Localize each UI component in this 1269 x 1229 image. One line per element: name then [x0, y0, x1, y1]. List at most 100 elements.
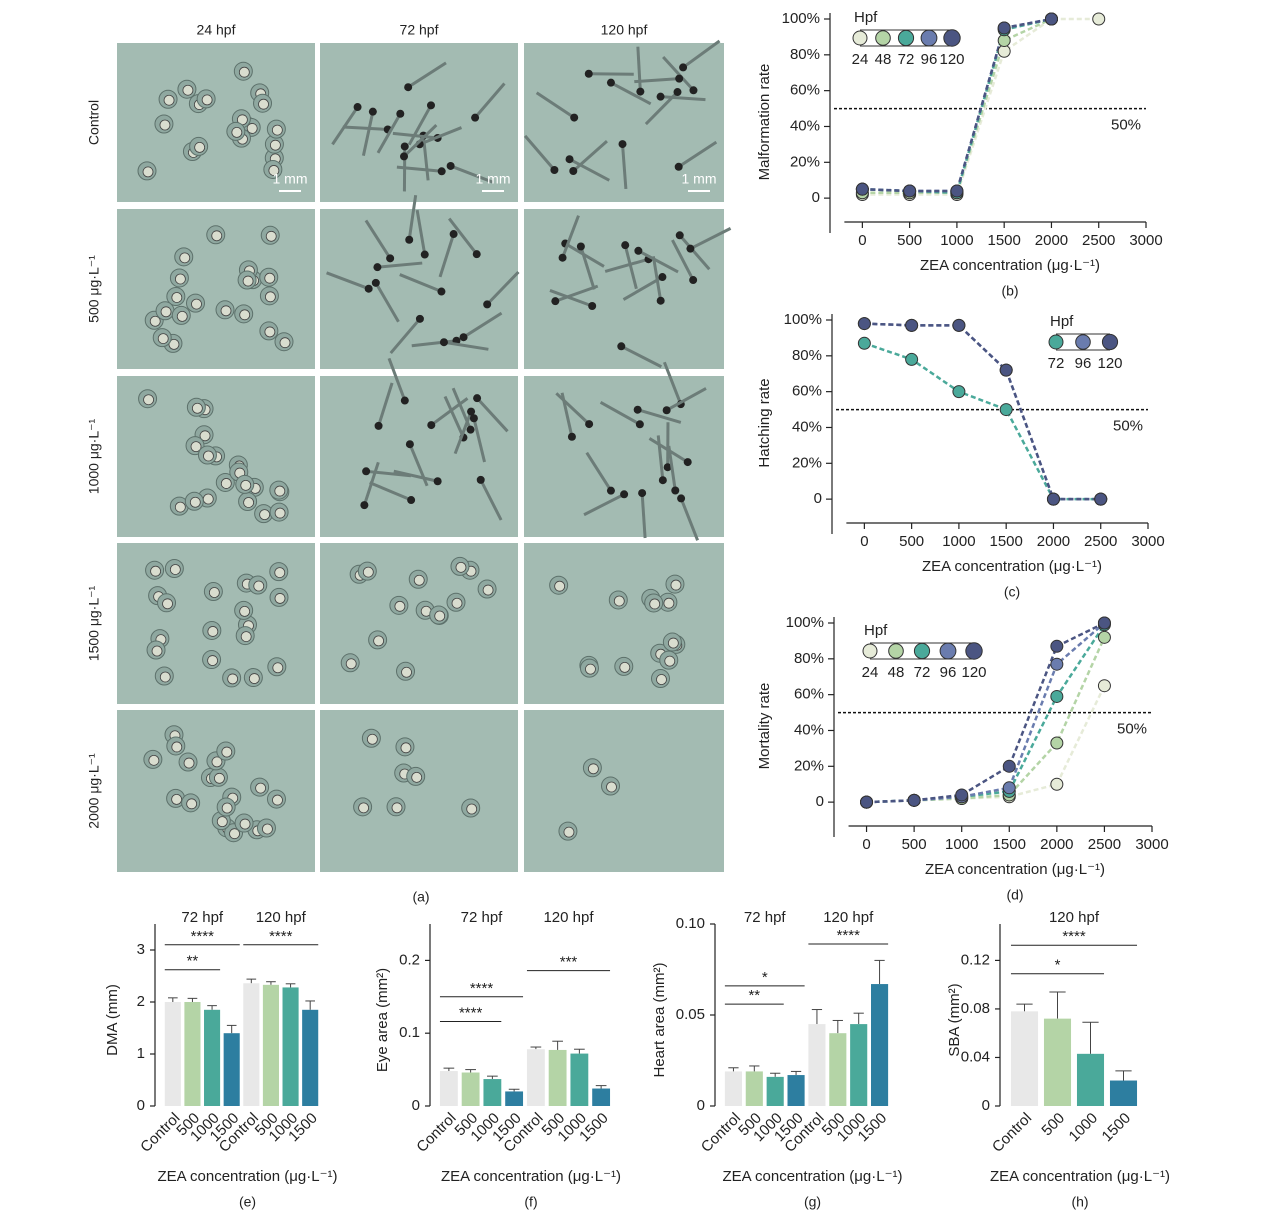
x-tick-label: Control: [989, 1110, 1035, 1156]
bar: [164, 1002, 181, 1106]
x-tick-label: 1500: [987, 232, 1020, 249]
bar: [592, 1088, 611, 1106]
larva: [369, 481, 412, 502]
y-axis-title: Malformation rate: [756, 64, 773, 181]
data-point: [1050, 639, 1064, 653]
chart-caption: (g): [804, 1194, 821, 1210]
data-point: [1094, 492, 1108, 506]
y-tick-label: 80%: [792, 347, 822, 364]
larva-head: [459, 333, 468, 342]
x-tick-label: 500: [1038, 1110, 1068, 1140]
legend-label: 120: [961, 664, 986, 681]
bar: [829, 1033, 847, 1106]
x-tick-label: 1500: [1099, 1110, 1135, 1146]
legend-marker: [897, 29, 915, 47]
legend-marker: [862, 643, 878, 659]
larva: [623, 244, 638, 290]
larva-head: [449, 230, 458, 239]
bar: [850, 1024, 868, 1106]
embryo-yolk: [670, 579, 682, 591]
scale-bar-label: 1 mm: [682, 171, 717, 187]
legend-label: 24: [852, 51, 869, 68]
x-tick-label: 3000: [1131, 533, 1164, 550]
significance-label: ****: [191, 928, 215, 945]
legend-marker: [1101, 333, 1119, 351]
embryo-yolk: [189, 496, 201, 508]
embryo-yolk: [239, 818, 251, 830]
larva: [640, 493, 647, 539]
embryo-yolk: [265, 291, 276, 303]
larva-head: [576, 242, 585, 251]
y-tick-label: 2: [137, 993, 145, 1010]
embryo-yolk: [148, 754, 160, 766]
data-point: [857, 317, 871, 331]
embryo-yolk: [157, 333, 169, 345]
y-axis-title: Eye area (mm²): [374, 968, 391, 1072]
larva-head: [686, 244, 695, 253]
larva-head: [404, 83, 413, 92]
larva: [555, 392, 591, 426]
y-tick-label: 100%: [784, 311, 822, 328]
larva-head: [584, 69, 593, 78]
data-point: [1002, 759, 1016, 773]
larva-head: [396, 109, 405, 118]
larva: [568, 157, 610, 182]
significance-label: *: [1055, 957, 1061, 974]
larva-head: [446, 161, 455, 170]
x-tick-label: Control: [413, 1110, 459, 1156]
x-tick-label: 2000: [1040, 836, 1073, 853]
bar: [262, 984, 279, 1106]
significance-label: ****: [470, 980, 494, 997]
bar: [505, 1091, 524, 1106]
larva: [621, 143, 628, 190]
group-title: 120 hpf: [823, 909, 874, 926]
embryo-yolk: [401, 666, 412, 678]
larva-head: [476, 475, 485, 484]
larva: [634, 77, 680, 84]
y-tick-label: 80%: [794, 650, 824, 667]
chart-caption: (e): [239, 1194, 256, 1210]
legend-label: 24: [862, 664, 879, 681]
legend-label: 120: [939, 51, 964, 68]
legend-marker: [888, 643, 904, 659]
y-tick-label: 0.10: [676, 915, 705, 932]
larva-head: [551, 297, 560, 306]
y-tick-label: 0.08: [961, 1000, 990, 1017]
larva-head: [656, 296, 665, 305]
embryo-yolk: [199, 430, 211, 442]
y-axis-title: SBA (mm²): [946, 983, 963, 1056]
embryo-yolk: [451, 597, 463, 609]
embryo-yolk: [159, 671, 171, 683]
larva-head: [618, 140, 627, 149]
legend-label: 48: [888, 664, 905, 681]
legend-marker: [852, 30, 868, 46]
larva: [475, 397, 509, 433]
y-tick-label: 3: [137, 941, 145, 958]
larva: [402, 124, 438, 158]
data-point: [1050, 736, 1064, 750]
group-title: 120 hpf: [256, 909, 307, 926]
larva-head: [471, 113, 480, 122]
embryo-yolk: [613, 595, 625, 607]
x-tick-label: 1500: [993, 836, 1026, 853]
embryo-yolk: [214, 772, 225, 784]
y-axis-title: DMA (mm): [104, 984, 121, 1056]
y-tick-label: 0.04: [961, 1048, 990, 1065]
larva-head: [588, 301, 597, 310]
photo: [320, 43, 518, 202]
larva: [326, 271, 370, 291]
larva-head: [683, 458, 692, 467]
embryo-yolk: [238, 66, 250, 78]
embryo-yolk: [248, 673, 260, 684]
larva: [443, 395, 465, 439]
larva: [677, 140, 718, 169]
larva: [610, 81, 652, 106]
reference-label: 50%: [1111, 117, 1141, 134]
y-tick-label: 0.2: [399, 951, 420, 968]
legend-label: 96: [1075, 355, 1092, 372]
scale-bar-label: 1 mm: [273, 171, 308, 187]
larva-head: [360, 501, 369, 510]
x-tick-label: 0: [860, 533, 868, 550]
embryo-yolk: [208, 587, 220, 598]
y-tick-label: 0: [697, 1097, 705, 1114]
